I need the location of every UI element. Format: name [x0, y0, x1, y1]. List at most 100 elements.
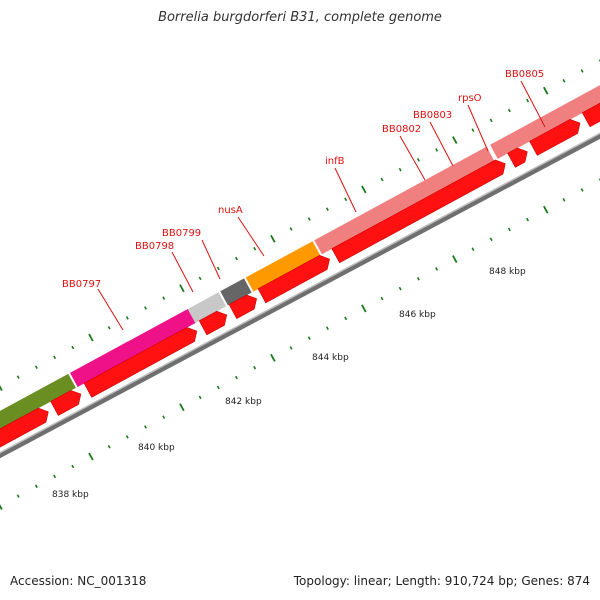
minor-tick: [435, 148, 439, 152]
cds-arrow: [529, 119, 581, 156]
gene-band: [0, 373, 76, 437]
map-title: Borrelia burgdorferi B31, complete genom…: [158, 10, 442, 25]
minor-tick: [380, 177, 384, 182]
scale-labels: 838 kbp 840 kbp 842 kbp 844 kbp 846 kbp 848 k…: [52, 267, 526, 500]
minor-tick: [489, 118, 493, 123]
minor-tick: [107, 325, 111, 330]
cds-arrows-row: [0, 99, 600, 455]
inner-tick-row: [0, 178, 600, 510]
gene-label: BB0805: [505, 69, 544, 80]
minor-tick: [344, 316, 348, 321]
minor-tick: [198, 276, 202, 281]
leader-line: [467, 104, 489, 152]
leader-line: [429, 121, 454, 167]
band-gap: [486, 143, 499, 162]
backbone-line: [0, 133, 600, 459]
outer-tick-row: [0, 59, 600, 391]
minor-tick: [71, 345, 75, 350]
minor-tick: [416, 158, 420, 162]
minor-tick: [216, 385, 220, 390]
major-tick: [452, 136, 458, 145]
minor-tick: [144, 306, 147, 310]
cds-arrow: [507, 147, 528, 168]
cds-arrow: [198, 310, 228, 336]
minor-tick: [507, 108, 511, 113]
minor-tick: [71, 464, 75, 469]
scale-label: 846 kbp: [399, 310, 436, 320]
colored-gene-bands: [0, 50, 600, 437]
major-tick: [179, 403, 185, 412]
major-tick: [270, 353, 276, 362]
gene-label: nusA: [218, 205, 243, 216]
minor-tick: [526, 98, 530, 103]
major-tick: [88, 333, 94, 342]
leader-line: [334, 167, 357, 213]
major-tick: [88, 452, 94, 461]
leader-line: [171, 251, 194, 293]
minor-tick: [489, 237, 493, 242]
minor-tick: [471, 128, 475, 132]
leader-line: [399, 135, 426, 181]
scale-label: 838 kbp: [52, 490, 89, 500]
gene-label: BB0797: [62, 279, 101, 290]
minor-tick: [307, 336, 311, 340]
cds-arrow: [50, 390, 82, 416]
major-tick: [270, 234, 276, 243]
genome-backbone: [0, 132, 600, 459]
minor-tick: [435, 267, 439, 271]
minor-tick: [580, 188, 584, 192]
major-tick: [543, 86, 549, 95]
cds-arrow: [257, 255, 330, 304]
minor-tick: [398, 167, 402, 172]
leader-line: [520, 80, 546, 128]
gene-label: BB0799: [162, 228, 201, 239]
minor-tick: [562, 198, 566, 202]
minor-tick: [307, 217, 311, 221]
gene-band: [245, 241, 321, 292]
leader-line: [201, 239, 221, 280]
leader-line: [97, 288, 124, 331]
gene-label: BB0803: [413, 110, 452, 121]
minor-tick: [34, 365, 38, 370]
gene-label: BB0802: [382, 124, 421, 135]
cds-arrow: [0, 407, 49, 455]
minor-tick: [235, 375, 238, 380]
minor-tick: [526, 217, 530, 222]
gene-band: [70, 308, 196, 387]
minor-tick: [325, 207, 329, 211]
gene-label: rpsO: [458, 93, 482, 104]
minor-tick: [235, 256, 238, 261]
backbone-highlight: [0, 132, 600, 454]
gene-band: [187, 292, 227, 324]
minor-tick: [562, 79, 566, 83]
gene-band: [220, 278, 252, 306]
major-tick: [543, 205, 549, 214]
cds-arrow: [83, 327, 198, 398]
gene-label: infB: [325, 156, 345, 167]
minor-tick: [253, 365, 257, 370]
cds-arrow: [581, 99, 600, 128]
minor-tick: [53, 474, 57, 479]
minor-tick: [398, 286, 402, 291]
scale-label: 844 kbp: [312, 353, 349, 363]
minor-tick: [216, 266, 220, 271]
gene-band: [314, 50, 600, 255]
minor-tick: [289, 227, 293, 231]
scale-label: 848 kbp: [489, 267, 526, 277]
minor-tick: [34, 484, 38, 489]
minor-tick: [125, 316, 129, 320]
minor-tick: [16, 375, 20, 379]
major-tick: [452, 255, 458, 264]
minor-tick: [125, 435, 129, 439]
minor-tick: [416, 277, 420, 281]
accession-text: Accession: NC_001318: [10, 574, 147, 588]
minor-tick: [380, 296, 384, 301]
minor-tick: [53, 355, 57, 360]
scale-label: 840 kbp: [138, 443, 175, 453]
minor-tick: [507, 227, 511, 232]
major-tick: [179, 284, 185, 293]
minor-tick: [16, 494, 20, 498]
label-leader-lines: [97, 80, 546, 331]
